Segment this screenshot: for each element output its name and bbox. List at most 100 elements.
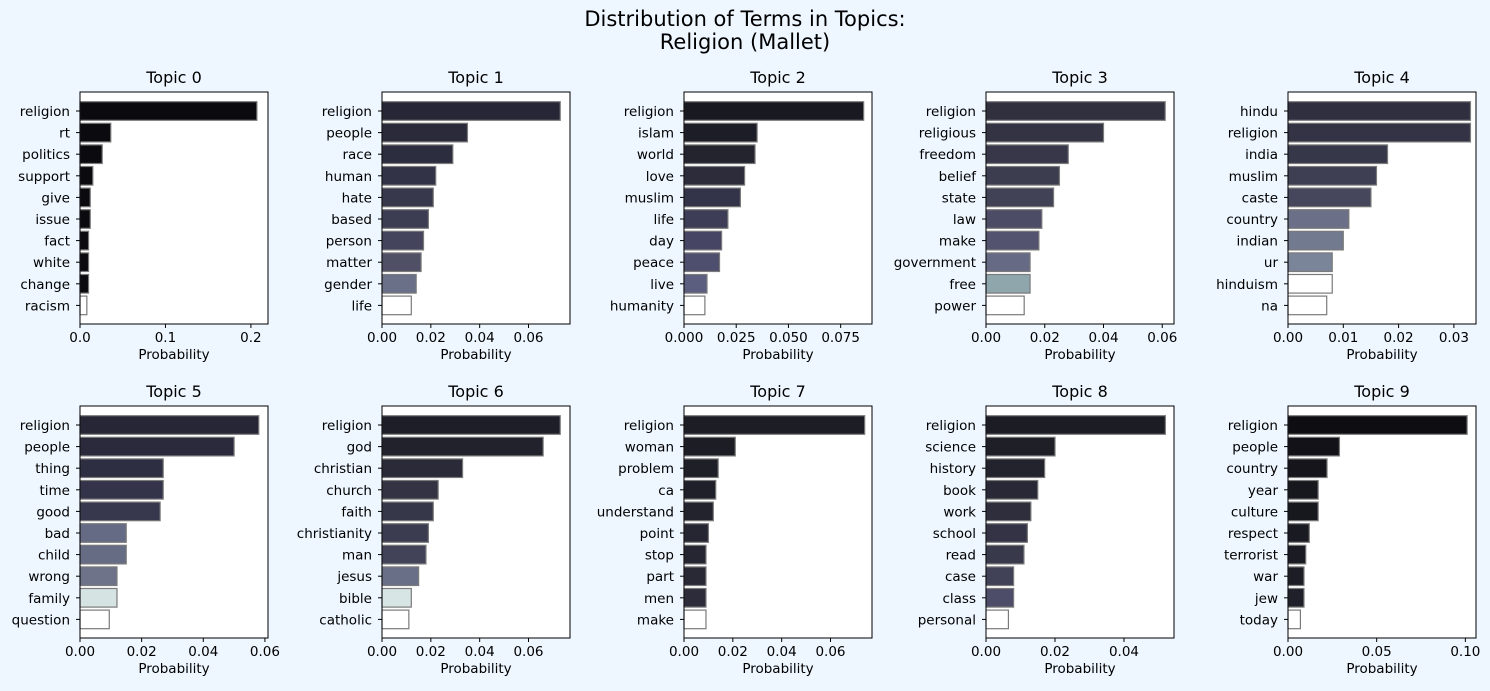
category-label: christianity bbox=[297, 526, 372, 542]
category-label: ca bbox=[658, 483, 674, 499]
bar bbox=[79, 415, 260, 435]
category-label: terrorist bbox=[1224, 548, 1278, 564]
category-label: wrong bbox=[28, 569, 70, 585]
axes-frame bbox=[1287, 91, 1477, 325]
category-label: point bbox=[640, 526, 674, 542]
category-label: read bbox=[946, 548, 976, 564]
axes-frame bbox=[79, 405, 269, 639]
panel-title: Topic 1 bbox=[447, 68, 504, 87]
x-tick-label: 0.2 bbox=[240, 330, 261, 346]
x-tick-label: 0.00 bbox=[367, 330, 397, 346]
panel-title: Topic 6 bbox=[447, 382, 504, 401]
bar bbox=[381, 458, 464, 479]
category-label: muslim bbox=[1229, 169, 1278, 185]
category-label: change bbox=[20, 277, 70, 293]
category-label: religion bbox=[926, 104, 976, 120]
x-axis-label: Probability bbox=[742, 347, 813, 363]
bar bbox=[381, 544, 427, 565]
category-label: hindu bbox=[1240, 104, 1278, 120]
category-label: god bbox=[347, 440, 372, 456]
bar bbox=[79, 566, 118, 587]
category-label: respect bbox=[1228, 526, 1278, 542]
category-label: politics bbox=[22, 147, 70, 163]
panel-title: Topic 3 bbox=[1051, 68, 1108, 87]
category-label: good bbox=[36, 504, 70, 520]
category-label: book bbox=[943, 483, 976, 499]
topic-panel: Topic 6 religion god christian church faith ch… bbox=[297, 382, 571, 677]
bar bbox=[985, 609, 1010, 630]
x-tick-label: 0.025 bbox=[717, 330, 756, 346]
category-label: part bbox=[646, 569, 674, 585]
category-label: school bbox=[933, 526, 976, 542]
category-label: family bbox=[28, 591, 70, 607]
panel-title: Topic 0 bbox=[145, 68, 202, 87]
bar bbox=[985, 458, 1046, 479]
panel-title: Topic 5 bbox=[145, 382, 202, 401]
bar bbox=[985, 101, 1166, 121]
category-label: caste bbox=[1242, 190, 1278, 206]
bar bbox=[79, 230, 90, 251]
x-tick-label: 0.04 bbox=[465, 644, 495, 660]
category-label: time bbox=[39, 483, 70, 499]
x-tick-label: 0.02 bbox=[1384, 330, 1414, 346]
bar bbox=[683, 415, 866, 435]
category-label: human bbox=[325, 169, 372, 185]
bar bbox=[683, 144, 756, 165]
axes-frame bbox=[79, 91, 269, 325]
bar bbox=[79, 501, 161, 522]
category-label: religion bbox=[322, 104, 372, 120]
axes-frame bbox=[683, 405, 873, 639]
bar bbox=[683, 273, 708, 294]
category-label: white bbox=[33, 255, 70, 271]
bar bbox=[985, 144, 1069, 165]
bar bbox=[985, 587, 1015, 608]
category-label: life bbox=[351, 298, 372, 314]
bar bbox=[1287, 101, 1472, 121]
bar bbox=[381, 436, 544, 457]
category-label: make bbox=[939, 234, 976, 250]
category-label: live bbox=[650, 277, 674, 293]
bar bbox=[683, 230, 723, 251]
category-label: power bbox=[934, 298, 976, 314]
category-label: understand bbox=[597, 504, 674, 520]
bar bbox=[1287, 544, 1307, 565]
x-tick-label: 0.00 bbox=[1273, 330, 1303, 346]
category-label: thing bbox=[35, 461, 70, 477]
category-label: muslim bbox=[625, 190, 674, 206]
topic-panel: Topic 3 religion religious freedom belief sta… bbox=[894, 68, 1178, 363]
category-label: support bbox=[18, 169, 70, 185]
category-label: based bbox=[331, 212, 372, 228]
x-tick-label: 0.06 bbox=[815, 644, 845, 660]
figure-title-line1: Distribution of Terms in Topics: bbox=[584, 7, 905, 31]
bar bbox=[79, 479, 164, 500]
bar bbox=[381, 101, 561, 121]
x-tick-label: 0.00 bbox=[669, 644, 699, 660]
bar bbox=[985, 479, 1039, 500]
bar bbox=[381, 501, 434, 522]
bar bbox=[683, 458, 719, 479]
category-label: religious bbox=[919, 126, 976, 142]
category-label: people bbox=[326, 126, 372, 142]
x-tick-label: 0.05 bbox=[1362, 644, 1392, 660]
figure-title-line2: Religion (Mallet) bbox=[660, 30, 830, 54]
bar bbox=[683, 252, 721, 273]
category-label: jew bbox=[1254, 591, 1278, 607]
category-label: woman bbox=[625, 440, 674, 456]
x-axis-label: Probability bbox=[138, 347, 209, 363]
bar bbox=[1287, 523, 1310, 543]
category-label: indian bbox=[1237, 234, 1278, 250]
category-label: hate bbox=[342, 190, 372, 206]
topic-panel: Topic 4 hindu religion india muslim caste coun… bbox=[1216, 68, 1477, 363]
bar bbox=[381, 144, 454, 165]
category-label: today bbox=[1240, 612, 1278, 628]
panel-title: Topic 2 bbox=[749, 68, 806, 87]
x-axis-label: Probability bbox=[1044, 347, 1115, 363]
bar bbox=[985, 415, 1166, 435]
category-label: person bbox=[326, 234, 372, 250]
category-label: country bbox=[1226, 461, 1278, 477]
x-tick-label: 0.06 bbox=[1147, 330, 1177, 346]
x-tick-label: 0.02 bbox=[1040, 644, 1070, 660]
category-label: love bbox=[646, 169, 674, 185]
bar bbox=[381, 187, 434, 208]
bar bbox=[1287, 479, 1319, 500]
